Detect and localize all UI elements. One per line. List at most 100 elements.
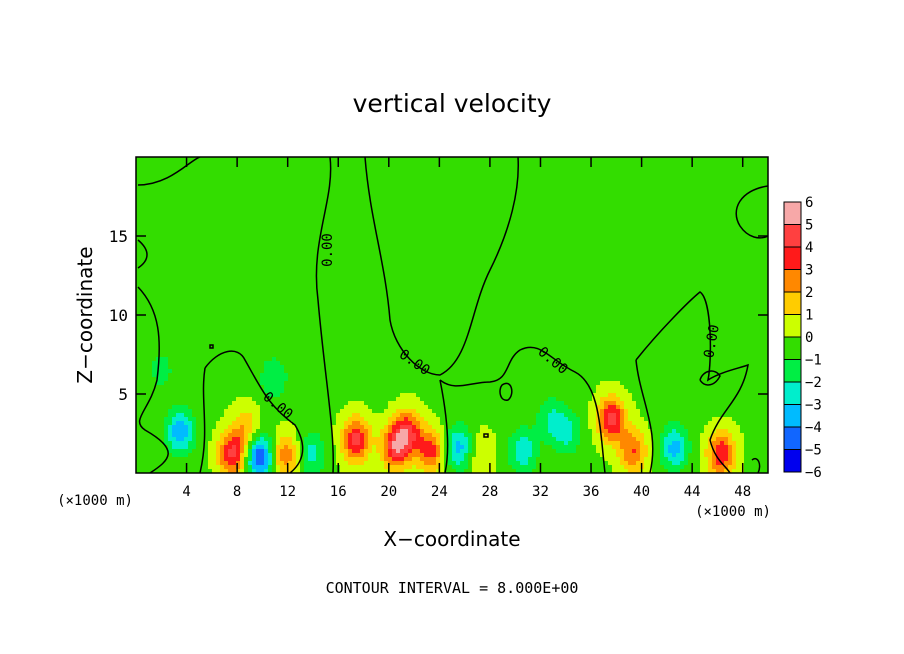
heatmap-cell <box>636 201 641 206</box>
heatmap-cell <box>596 229 601 234</box>
heatmap-cell <box>488 201 493 206</box>
heatmap-cell <box>432 257 437 262</box>
heatmap-cell <box>688 221 693 226</box>
heatmap-cell <box>400 261 405 266</box>
heatmap-cell <box>472 189 477 194</box>
heatmap-cell <box>300 253 305 258</box>
heatmap-cell <box>196 237 201 242</box>
heatmap-cell <box>704 237 709 242</box>
heatmap-cell <box>392 193 397 198</box>
heatmap-cell <box>456 277 461 282</box>
heatmap-cell <box>244 245 249 250</box>
heatmap-cell <box>224 161 229 166</box>
heatmap-cell <box>716 213 721 218</box>
heatmap-cell <box>520 245 525 250</box>
heatmap-cell <box>244 221 249 226</box>
heatmap-cell <box>656 257 661 262</box>
heatmap-cell <box>304 277 309 282</box>
heatmap-cell <box>172 269 177 274</box>
heatmap-cell <box>248 273 253 278</box>
heatmap-cell <box>328 221 333 226</box>
heatmap-cell <box>344 157 349 162</box>
heatmap-cell <box>288 273 293 278</box>
heatmap-cell <box>192 221 197 226</box>
heatmap-cell <box>636 237 641 242</box>
heatmap-cell <box>568 193 573 198</box>
heatmap-cell <box>380 213 385 218</box>
heatmap-cell <box>656 265 661 270</box>
heatmap-cell <box>596 245 601 250</box>
heatmap-cell <box>500 181 505 186</box>
heatmap-cell <box>476 265 481 270</box>
heatmap-cell <box>656 201 661 206</box>
heatmap-cell <box>408 169 413 174</box>
heatmap-cell <box>396 185 401 190</box>
heatmap-cell <box>316 185 321 190</box>
heatmap-cell <box>304 245 309 250</box>
heatmap-cell <box>348 221 353 226</box>
heatmap-cell <box>564 201 569 206</box>
heatmap-cell <box>728 241 733 246</box>
heatmap-cell <box>432 181 437 186</box>
heatmap-cell <box>672 233 677 238</box>
heatmap-cell <box>572 233 577 238</box>
heatmap-cell <box>432 261 437 266</box>
heatmap-cell <box>440 277 445 282</box>
heatmap-cell <box>204 269 209 274</box>
heatmap-cell <box>508 201 513 206</box>
heatmap-cell <box>424 169 429 174</box>
heatmap-cell <box>516 217 521 222</box>
heatmap-cell <box>444 233 449 238</box>
heatmap-cell <box>332 189 337 194</box>
heatmap-cell <box>516 229 521 234</box>
heatmap-cell <box>652 261 657 266</box>
heatmap-cell <box>576 157 581 162</box>
heatmap-cell <box>456 261 461 266</box>
heatmap-cell <box>700 265 705 270</box>
heatmap-cell <box>536 257 541 262</box>
heatmap-cell <box>704 189 709 194</box>
heatmap-cell <box>180 209 185 214</box>
heatmap-cell <box>224 217 229 222</box>
heatmap-cell <box>304 197 309 202</box>
heatmap-cell <box>428 185 433 190</box>
heatmap-cell <box>244 253 249 258</box>
heatmap-cell <box>296 189 301 194</box>
heatmap-cell <box>200 161 205 166</box>
heatmap-cell <box>320 165 325 170</box>
heatmap-cell <box>200 217 205 222</box>
heatmap-cell <box>308 193 313 198</box>
heatmap-cell <box>632 201 637 206</box>
heatmap-cell <box>208 237 213 242</box>
heatmap-cell <box>140 245 145 250</box>
heatmap-cell <box>484 189 489 194</box>
heatmap-cell <box>532 193 537 198</box>
heatmap-cell <box>284 181 289 186</box>
heatmap-cell <box>212 273 217 278</box>
heatmap-cell <box>312 237 317 242</box>
heatmap-cell <box>352 233 357 238</box>
heatmap-cell <box>276 281 281 286</box>
heatmap-cell <box>348 181 353 186</box>
heatmap-cell <box>336 177 341 182</box>
heatmap-cell <box>208 249 213 254</box>
heatmap-cell <box>176 165 181 170</box>
heatmap-cell <box>532 257 537 262</box>
heatmap-cell <box>220 273 225 278</box>
heatmap-cell <box>620 233 625 238</box>
heatmap-cell <box>732 161 737 166</box>
heatmap-cell <box>272 233 277 238</box>
heatmap-cell <box>148 261 153 266</box>
heatmap-cell <box>352 197 357 202</box>
heatmap-cell <box>272 209 277 214</box>
heatmap-cell <box>352 221 357 226</box>
heatmap-cell <box>740 169 745 174</box>
heatmap-cell <box>548 173 553 178</box>
heatmap-cell <box>684 261 689 266</box>
heatmap-cell <box>284 257 289 262</box>
heatmap-cell <box>148 233 153 238</box>
heatmap-cell <box>440 209 445 214</box>
heatmap-cell <box>352 257 357 262</box>
heatmap-cell <box>628 221 633 226</box>
heatmap-cell <box>140 205 145 210</box>
